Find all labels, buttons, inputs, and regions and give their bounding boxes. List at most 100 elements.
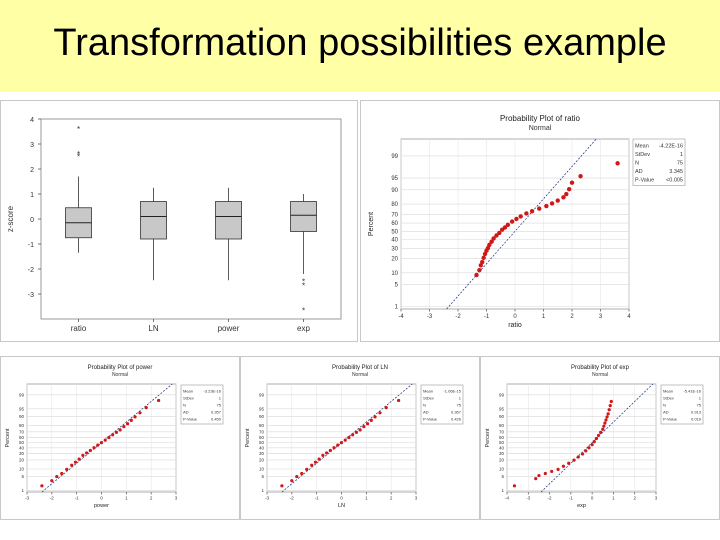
data-point — [397, 398, 401, 403]
data-point — [592, 440, 596, 444]
x-tick-label: 1 — [612, 496, 615, 501]
fit-line — [41, 383, 173, 493]
x-tick-label: ratio — [71, 324, 87, 333]
data-point — [73, 460, 78, 464]
data-point — [122, 424, 126, 429]
data-point — [607, 408, 611, 412]
data-point — [480, 259, 485, 265]
data-point — [295, 474, 299, 479]
x-tick-label: 0 — [513, 314, 517, 320]
data-point — [305, 467, 309, 471]
y-tick-label: 5 — [501, 474, 504, 479]
data-point — [481, 255, 486, 261]
y-tick-label: 3 — [30, 142, 34, 149]
x-tick-label: -3 — [427, 314, 433, 320]
data-point — [509, 219, 515, 224]
y-tick-label: 60 — [19, 435, 25, 440]
y-tick-label: 30 — [259, 451, 265, 456]
y-axis-label: Percent — [485, 428, 491, 447]
y-tick-label: 1 — [30, 192, 34, 199]
x-tick-label: 2 — [150, 496, 153, 501]
data-point — [99, 441, 104, 445]
y-tick-label: 30 — [391, 246, 398, 252]
legend-value: 0.367 — [451, 410, 462, 415]
data-point — [40, 484, 44, 488]
data-point — [505, 222, 511, 228]
data-point — [567, 461, 571, 465]
y-tick-label: 80 — [19, 423, 25, 428]
data-point — [502, 225, 508, 230]
data-point — [601, 427, 605, 431]
x-tick-label: -2 — [50, 496, 54, 501]
data-point — [290, 479, 294, 483]
probplot-power-panel: Probability Plot of power Normal 1 5 10 20 30 4… — [0, 356, 240, 520]
y-tick-label: 99 — [499, 392, 505, 397]
y-tick-label: 95 — [19, 406, 25, 411]
legend-label: Mean — [663, 389, 673, 394]
data-point — [543, 471, 547, 476]
y-tick-label: 80 — [391, 202, 398, 208]
data-point — [365, 422, 370, 426]
probplot-power-chart: Probability Plot of powerNormal151020304… — [5, 365, 224, 509]
outlier-marker: * — [77, 153, 80, 162]
data-point — [609, 399, 613, 404]
data-point — [524, 211, 529, 216]
y-tick-label: 70 — [499, 429, 505, 434]
data-point — [587, 446, 591, 450]
data-point — [157, 398, 161, 403]
x-tick-label: -2 — [548, 496, 552, 501]
legend-value: 75 — [217, 403, 222, 408]
y-tick-label: 95 — [391, 176, 398, 182]
y-tick-label: 99 — [391, 154, 398, 160]
legend-value: 75 — [697, 403, 702, 408]
outlier-marker: * — [302, 278, 305, 287]
legend-label: StDev — [183, 396, 194, 401]
x-tick-label: 1 — [125, 496, 128, 501]
data-point — [477, 267, 482, 273]
data-point — [544, 203, 549, 209]
data-point — [378, 411, 382, 415]
data-point — [325, 451, 329, 455]
data-point — [518, 214, 523, 219]
data-point — [555, 198, 560, 203]
x-tick-label: 2 — [570, 314, 574, 320]
y-tick-label: 0 — [30, 217, 34, 224]
data-point — [576, 455, 580, 459]
data-point — [347, 435, 351, 440]
y-tick-label: 50 — [19, 440, 25, 445]
data-point — [487, 242, 492, 248]
legend-value: <0.005 — [666, 177, 683, 183]
x-tick-label: -3 — [526, 496, 530, 501]
legend-value: 1 — [699, 396, 702, 401]
data-point — [373, 415, 377, 419]
fit-line — [446, 138, 597, 310]
data-point — [580, 452, 585, 456]
legend-label: Mean — [183, 389, 193, 394]
x-tick-label: -4 — [505, 496, 509, 501]
data-point — [384, 406, 388, 410]
y-tick-label: 1 — [501, 488, 504, 493]
data-point — [317, 457, 321, 461]
y-tick-label: 10 — [19, 466, 25, 471]
data-point — [569, 180, 575, 185]
data-point — [310, 463, 314, 467]
legend-box — [632, 138, 686, 186]
data-point — [55, 474, 59, 479]
y-tick-label: 70 — [19, 429, 25, 434]
data-point — [96, 443, 100, 447]
box-power — [215, 201, 242, 240]
legend-value: -1.06E-15 — [443, 389, 461, 394]
legend-value: 1 — [219, 396, 222, 401]
x-tick-label: 4 — [627, 314, 631, 320]
y-tick-label: 20 — [391, 257, 398, 263]
x-tick-label: -1 — [315, 496, 319, 501]
y-tick-label: 5 — [395, 283, 399, 289]
legend-label: N — [183, 403, 186, 408]
legend-label: N — [635, 160, 639, 166]
y-tick-label: 60 — [499, 435, 505, 440]
data-point — [103, 438, 107, 442]
x-tick-label: 3 — [175, 496, 178, 501]
chart-subtitle: Normal — [112, 372, 128, 378]
outlier-marker: * — [77, 125, 80, 134]
x-axis-label: ratio — [508, 322, 522, 329]
